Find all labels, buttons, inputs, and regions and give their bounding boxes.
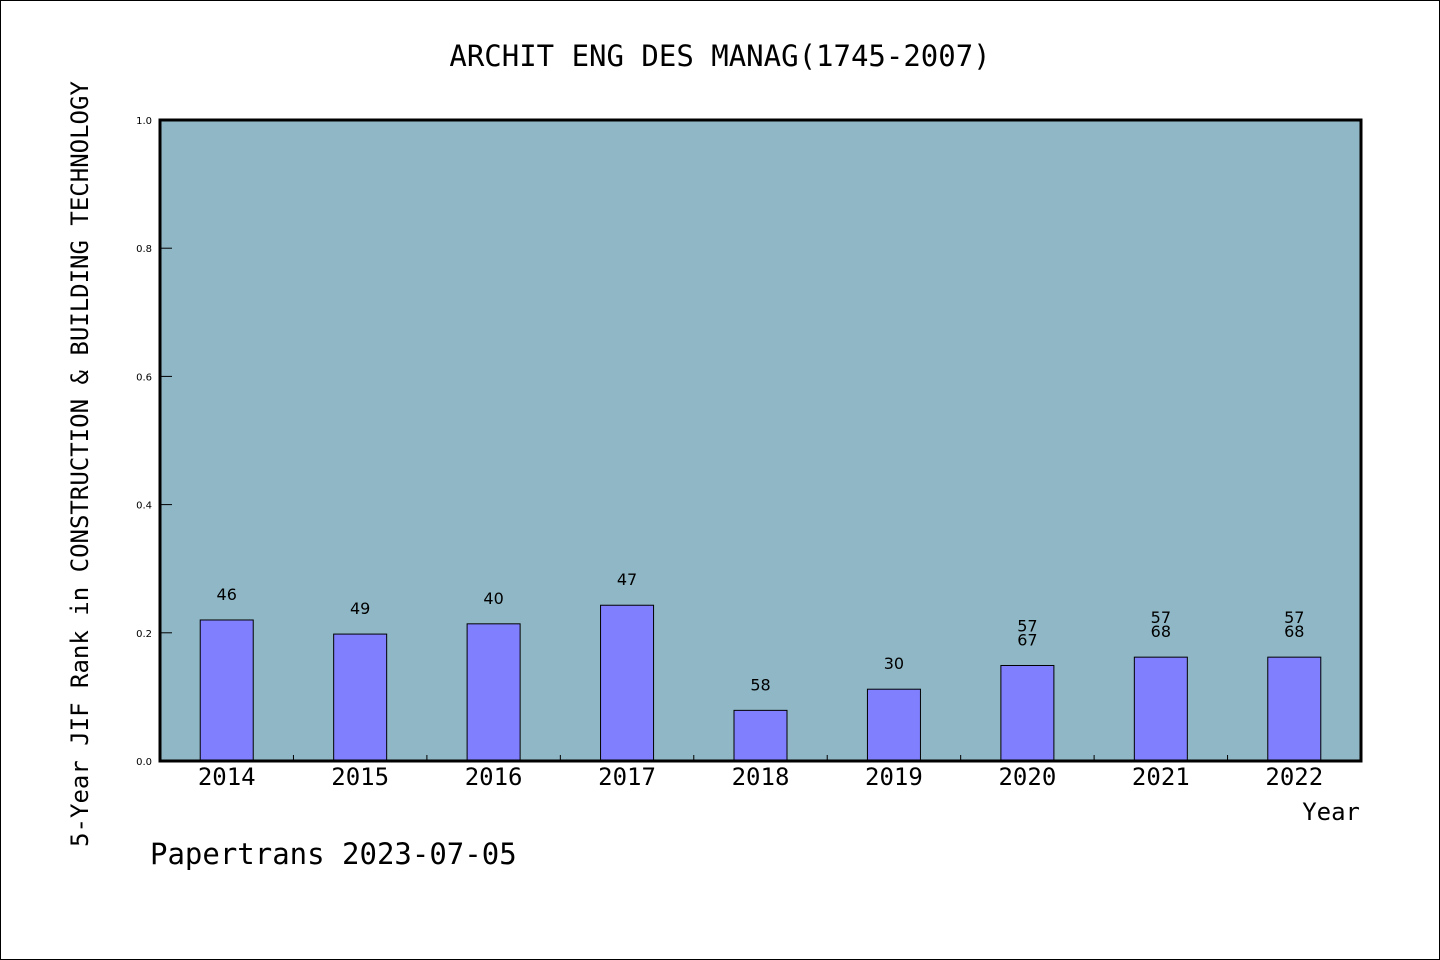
bar-2015	[333, 633, 388, 762]
x-tick-label-2014: 2014	[198, 763, 256, 791]
x-tick-label-2022: 2022	[1265, 763, 1323, 791]
bar-2019	[866, 688, 921, 762]
bar-2014	[199, 619, 254, 762]
bar-2020	[1000, 664, 1055, 762]
bar-2018	[733, 709, 788, 762]
bar-label-2021: 68	[1151, 622, 1171, 641]
bar-label-2022: 57	[1284, 608, 1304, 627]
x-axis: 2014 2015 2016 2017 2018 2019 2020 2021 2022	[198, 755, 1323, 791]
y-tick-label: 0.0	[136, 757, 152, 768]
x-axis-label: Year	[1302, 798, 1360, 826]
x-tick-label-2020: 2020	[998, 763, 1056, 791]
y-tick-label: 1.0	[136, 116, 152, 127]
bar-label-2022: 68	[1284, 622, 1304, 641]
bar-label-2014: 46	[217, 585, 237, 604]
chart-title: ARCHIT ENG DES MANAG(1745-2007)	[449, 39, 990, 73]
bar-label-2015: 49	[350, 599, 370, 618]
bar-2016	[466, 623, 521, 762]
bar-label-2020: 67	[1017, 630, 1037, 649]
x-tick-label-2021: 2021	[1132, 763, 1190, 791]
plot-border	[158, 118, 1363, 763]
bar-label-2016: 40	[483, 589, 503, 608]
bar-label-2017: 47	[617, 570, 637, 589]
x-tick-label-2015: 2015	[331, 763, 389, 791]
bar-label-2018: 58	[750, 675, 770, 694]
y-tick-label: 0.4	[136, 501, 152, 512]
y-tick-label: 0.2	[136, 629, 152, 640]
bars-layer	[199, 604, 1322, 762]
bar-2022	[1267, 656, 1322, 762]
x-tick-label-2019: 2019	[865, 763, 923, 791]
bar-2021	[1133, 656, 1188, 762]
bar-label-2021: 57	[1151, 608, 1171, 627]
y-tick-label: 0.8	[136, 244, 152, 255]
bar-label-2019: 30	[884, 654, 904, 673]
bar-label-2020: 57	[1017, 616, 1037, 635]
y-tick-label: 0.6	[136, 372, 152, 383]
x-tick-label-2017: 2017	[598, 763, 656, 791]
footer-credit: Papertrans 2023-07-05	[150, 837, 517, 871]
y-axis-label: 5-Year JIF Rank in CONSTRUCTION & BUILDI…	[66, 81, 94, 847]
x-tick-label-2016: 2016	[465, 763, 523, 791]
x-tick-label-2018: 2018	[732, 763, 790, 791]
bar-2017	[600, 604, 655, 762]
y-axis: 0.0 0.2 0.4 0.6 0.8 1.0	[136, 116, 172, 768]
